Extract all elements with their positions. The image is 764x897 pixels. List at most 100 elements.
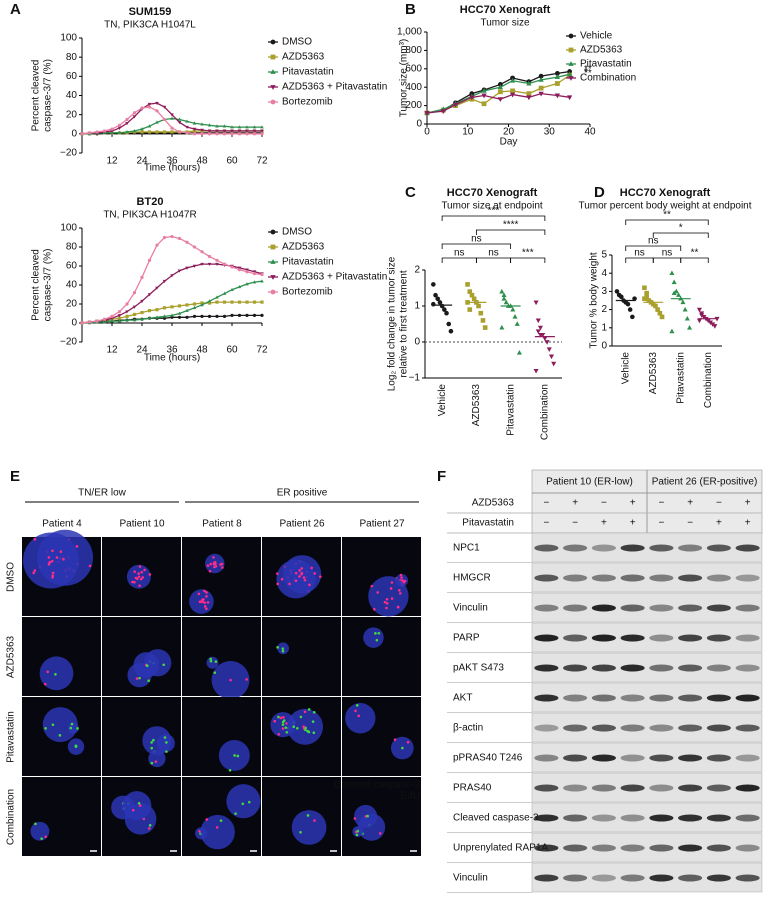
marker [147,105,152,109]
marker [207,254,212,259]
group-label: ER positive [277,488,328,499]
cell-cluster [291,810,327,845]
marker [222,124,227,128]
y-tick-label: 20 [66,299,78,310]
stain-dot [197,592,201,596]
stain-dot [312,731,316,735]
marker [497,84,503,90]
band [563,574,588,582]
marker [644,290,649,296]
stain-dot [205,595,208,598]
band [534,574,559,582]
x-tick-label: AZD5363 [648,352,659,395]
stain-dot [62,558,65,561]
stain-dot [163,736,167,739]
significance-bracket [652,257,682,263]
marker [270,275,276,280]
marker [117,126,122,131]
band [534,724,559,732]
marker [478,310,484,316]
treatment-sign: + [572,498,578,509]
stain-dot [374,632,377,635]
stain-dot [229,678,232,682]
marker [555,81,560,86]
band [649,874,674,882]
band [706,754,731,762]
marker [260,279,264,283]
band [591,724,616,732]
legend-label: DMSO [282,227,312,238]
treatment-sign: − [543,518,549,529]
chart-title: SUM159 [129,6,172,18]
stain-dot [389,587,393,590]
marker [170,234,174,239]
significance-bracket [680,257,709,263]
band [649,724,674,732]
marker [630,314,635,320]
chart-subtitle: Tumor size at endpoint [441,201,543,212]
marker [619,294,624,300]
band [735,694,760,702]
chart-title: HCC70 Xenograft [620,187,711,199]
column-label: Patient 8 [202,519,242,530]
band [678,604,703,612]
band [591,664,616,672]
marker [551,361,557,367]
marker [147,258,152,262]
marker [215,124,219,128]
stain-dot [50,559,54,563]
band [620,874,645,882]
marker [680,299,686,305]
marker [215,295,219,299]
significance-label: *** [522,248,534,259]
stain-dot [398,589,401,592]
significance-label: ns [488,248,499,259]
stain-dot [313,572,316,575]
band [563,694,588,702]
treatment-sign: + [745,518,751,529]
stain-dot [44,727,47,730]
legend-label: AZD5363 + Pitavastatin [282,82,387,93]
x-tick-label: Pitavastatin [675,352,686,404]
marker [431,301,436,307]
marker [177,236,182,241]
band [678,634,703,642]
stain-dot [390,581,394,584]
stain-dot [399,592,402,595]
band-label: PARP [453,633,480,644]
band [534,814,559,822]
band [706,544,731,552]
treatment-sign: + [716,518,722,529]
stain-dot [140,570,144,574]
marker [102,129,107,133]
marker [535,329,541,334]
marker [230,300,234,304]
y-tick-label: 80 [66,52,78,63]
band [706,574,731,582]
legend-label: Combination [580,73,636,84]
legend-label: Bortezomib [282,97,333,108]
band [591,604,616,612]
marker [245,282,249,286]
band [678,814,703,822]
marker [132,111,137,115]
significance-bracket [625,245,682,251]
stain-dot [133,570,136,573]
band [534,664,559,672]
y-tick-label: 0 [416,119,422,130]
stain-dot [385,597,389,601]
stain-dot [279,716,283,720]
y-tick-label: 80 [66,242,78,253]
marker [207,314,212,318]
marker [215,258,219,262]
stain-dot [209,659,213,663]
stain-dot [357,714,360,718]
stain-dot [296,727,299,730]
significance-label: **** [503,220,519,231]
y-tick-label: −1 [409,373,421,384]
legend-label: DMSO [282,37,312,48]
stain-dot [356,829,360,833]
legend-label: AZD5363 [282,52,325,63]
marker [132,312,137,317]
stain-dot [241,802,245,806]
